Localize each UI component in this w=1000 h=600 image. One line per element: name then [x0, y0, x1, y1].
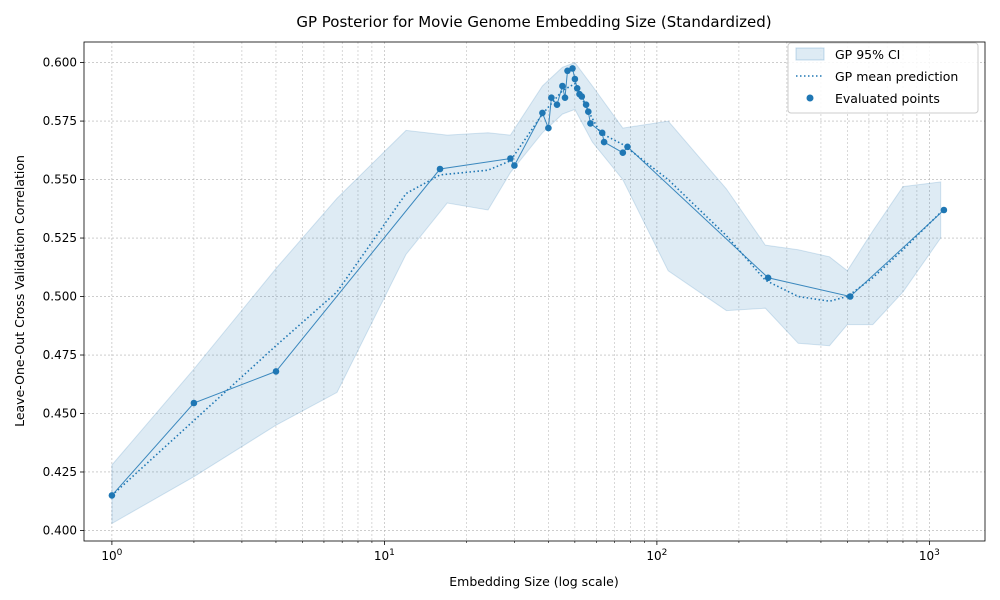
evaluated-point: [619, 149, 627, 156]
evaluated-point: [582, 101, 590, 108]
legend-ci-swatch: [795, 47, 825, 61]
x-tick-label: 103: [919, 548, 940, 563]
evaluated-point: [511, 162, 518, 169]
evaluated-point: [846, 293, 854, 300]
y-tick-label: 0.425: [43, 465, 77, 479]
evaluated-point: [548, 94, 555, 101]
plot-area-frame: [83, 41, 986, 542]
evaluated-point: [539, 109, 546, 117]
evaluated-point: [108, 492, 116, 499]
major-grid: [84, 42, 985, 541]
y-tick-label: 0.600: [43, 56, 77, 70]
x-tick-label: 100: [101, 548, 122, 563]
chart-title: GP Posterior for Movie Genome Embedding …: [296, 13, 771, 31]
evaluated-point: [564, 67, 571, 75]
y-tick-label: 0.525: [43, 231, 77, 245]
evaluated-point: [559, 82, 566, 90]
legend-mean-label: GP mean prediction: [835, 69, 958, 84]
legend-points-label: Evaluated points: [835, 91, 940, 106]
legend-ci-label: GP 95% CI: [835, 47, 900, 62]
evaluated-point: [940, 206, 948, 214]
evaluated-point: [569, 65, 576, 72]
legend-points-swatch: [806, 94, 814, 102]
evaluated-point: [272, 368, 280, 375]
y-tick-label: 0.500: [43, 290, 77, 304]
evaluated-point: [190, 399, 198, 407]
evaluated-point: [507, 155, 514, 162]
evaluated-point: [573, 85, 581, 92]
x-tick-label: 102: [646, 548, 667, 563]
evaluated-point: [624, 143, 631, 151]
x-axis: 100 101 102 103: [101, 541, 940, 563]
evaluated-point: [600, 138, 608, 146]
y-tick-label: 0.450: [43, 407, 77, 421]
y-tick-label: 0.550: [43, 173, 77, 187]
y-axis: 0.400 0.425 0.450 0.475 0.500 0.525 0.550 0.575…: [43, 56, 84, 537]
legend-frame: [787, 42, 979, 114]
evaluated-point: [545, 124, 552, 132]
minor-grid: [193, 42, 918, 541]
legend: GP 95% CI GP mean prediction Evaluated p…: [787, 42, 979, 114]
x-tick-label: 101: [374, 548, 395, 563]
y-tick-label: 0.475: [43, 348, 77, 362]
evaluated-point: [571, 75, 579, 83]
evaluated-point: [764, 274, 772, 282]
y-tick-label: 0.400: [43, 523, 77, 537]
evaluated-point: [578, 93, 586, 100]
y-tick-label: 0.575: [43, 114, 77, 128]
plot-series: [108, 61, 948, 525]
evaluated-point: [553, 101, 561, 108]
evaluated-points-line: [111, 67, 945, 496]
gp-mean-line: [111, 82, 942, 496]
y-axis-label: Leave-One-Out Cross Validation Correlati…: [12, 155, 27, 427]
ci-band: [111, 61, 942, 525]
evaluated-point: [436, 165, 444, 173]
evaluated-point: [561, 94, 569, 101]
evaluated-point: [598, 129, 606, 137]
evaluated-point: [587, 120, 594, 127]
x-axis-label: Embedding Size (log scale): [449, 574, 619, 589]
evaluated-point: [585, 108, 592, 115]
